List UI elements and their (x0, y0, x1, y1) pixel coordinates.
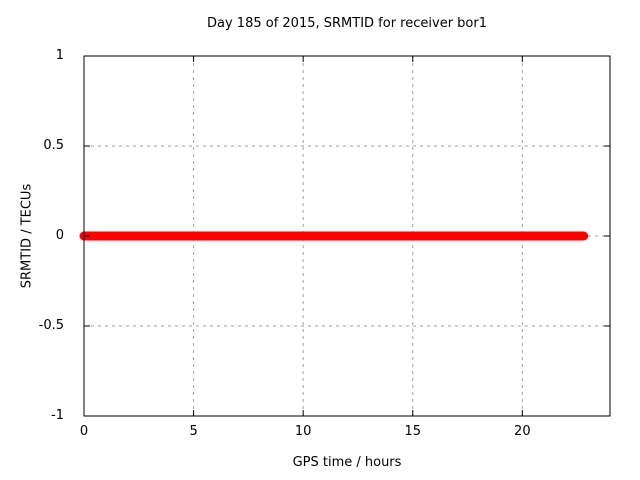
y-tick-label: -1 (51, 408, 64, 423)
y-tick-label: -0.5 (38, 318, 64, 333)
x-tick-label: 10 (294, 424, 312, 439)
x-tick-label: 20 (514, 424, 531, 439)
x-tick-label: 5 (189, 424, 198, 439)
y-tick-label: 1 (55, 48, 64, 63)
x-axis-label: GPS time / hours (292, 455, 402, 470)
y-tick-label: 0 (55, 228, 64, 243)
x-tick-label: 15 (404, 424, 422, 439)
y-tick-label: 0.5 (43, 138, 64, 153)
chart-title: Day 185 of 2015, SRMTID for receiver bor… (207, 16, 487, 31)
x-tick-label: 0 (79, 424, 89, 439)
